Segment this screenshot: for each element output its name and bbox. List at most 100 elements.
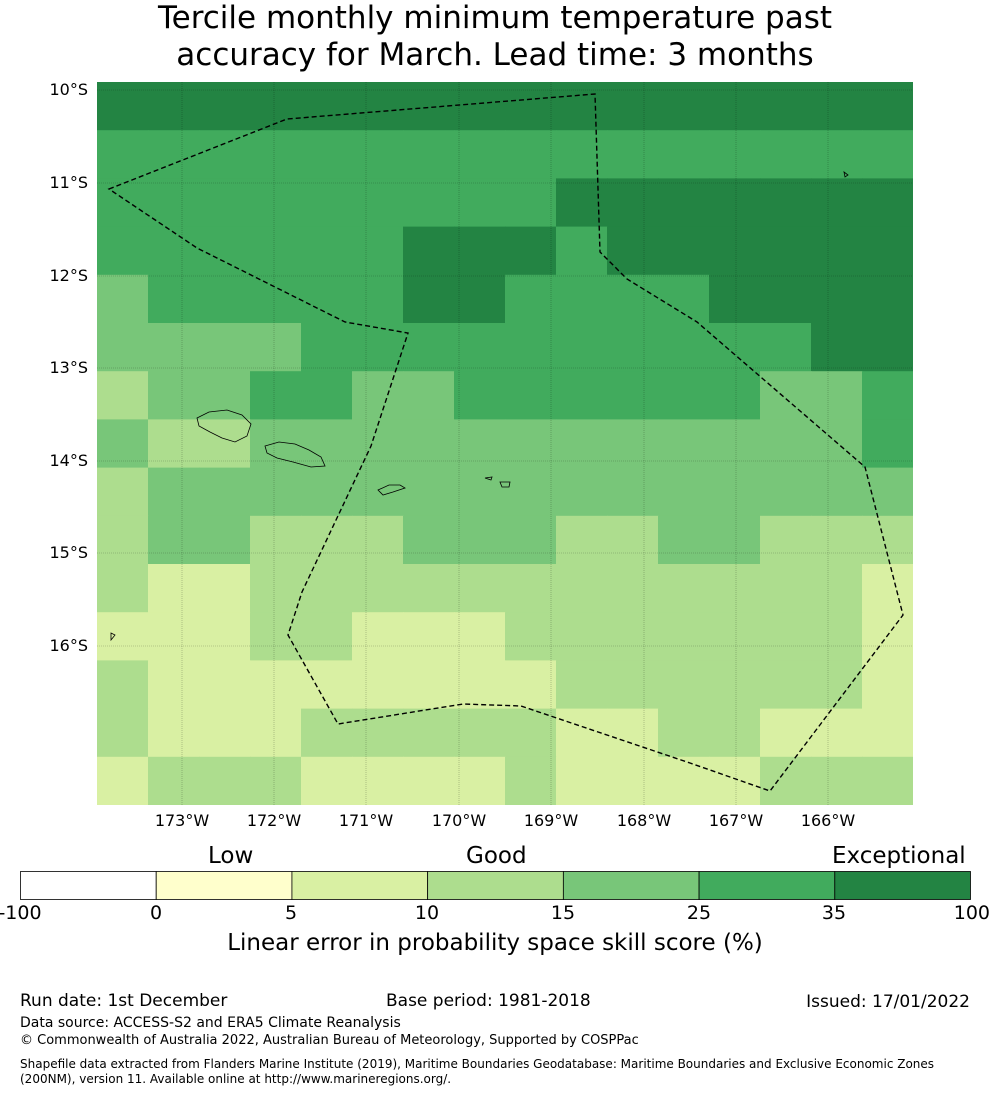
grid-cell (148, 467, 200, 517)
grid-cell (199, 564, 251, 613)
grid-cell (709, 274, 761, 324)
grid-cell (862, 708, 913, 758)
grid-cell (454, 82, 506, 131)
skill-grid-cells (97, 82, 913, 805)
grid-cell (862, 660, 913, 710)
grid-cell (658, 226, 710, 276)
grid-cell (352, 178, 404, 228)
grid-cell (709, 323, 761, 372)
grid-cell (556, 756, 608, 805)
grid-cell (301, 612, 353, 661)
grid-cell (658, 564, 710, 613)
grid-cell (505, 708, 557, 758)
grid-cell (505, 612, 557, 661)
grid-cell (301, 82, 353, 131)
grid-cell (556, 130, 608, 179)
grid-cell (250, 130, 302, 179)
grid-cell (97, 660, 149, 710)
grid-cell (250, 708, 302, 758)
grid-cell (97, 371, 149, 420)
grid-cell (709, 660, 761, 710)
grid-cell (862, 467, 913, 517)
grid-cell (811, 660, 863, 710)
lon-label: 173°W (154, 811, 210, 830)
colorbar-segment (20, 871, 157, 900)
grid-cell (403, 660, 455, 710)
grid-cell (148, 612, 200, 661)
grid-cell (250, 178, 302, 228)
title-line-1: Tercile monthly minimum temperature past (157, 0, 833, 36)
grid-cell (97, 130, 149, 179)
grid-cell (403, 226, 455, 276)
tutuila-island (377, 484, 406, 496)
grid-cell (403, 323, 455, 372)
grid-cell (607, 82, 659, 131)
shapefile-credit-line-2: (200NM), version 11. Available online at… (20, 1072, 452, 1086)
grid-cell (505, 323, 557, 372)
grid-cell (556, 564, 608, 613)
grid-cell (811, 756, 863, 805)
grid-cell (148, 660, 200, 710)
grid-cell (301, 178, 353, 228)
grid-cell (811, 564, 863, 613)
grid-cell (97, 323, 149, 372)
grid-cell (709, 419, 761, 469)
copyright: © Commonwealth of Australia 2022, Austra… (20, 1033, 639, 1048)
grid-cell (403, 130, 455, 179)
grid-cell (607, 371, 659, 420)
grid-cell (862, 226, 913, 276)
grid-cell (250, 226, 302, 276)
grid-cell (454, 467, 506, 517)
grid-cell (352, 371, 404, 420)
lon-label: 172°W (246, 811, 302, 830)
grid-cell (607, 323, 659, 372)
grid-cell (199, 756, 251, 805)
grid-cell (199, 178, 251, 228)
grid-cell (199, 612, 251, 661)
grid-cell (658, 660, 710, 710)
grid-cell (658, 756, 710, 805)
grid-cell (505, 274, 557, 324)
run-date: Run date: 1st December (20, 991, 228, 1011)
grid-cell (199, 660, 251, 710)
grid-cell (199, 467, 251, 517)
grid-cell (556, 515, 608, 565)
colorbar-tick: 100 (953, 902, 990, 924)
grid-cell (760, 756, 812, 805)
colorbar-segment (698, 871, 836, 900)
grid-cell (199, 130, 251, 179)
lon-label: 169°W (523, 811, 579, 830)
grid-cell (301, 756, 353, 805)
ofu-olosega-island (484, 476, 493, 481)
grid-cell (403, 82, 455, 131)
grid-cell (658, 130, 710, 179)
grid-cell (199, 323, 251, 372)
grid-cell (658, 323, 710, 372)
grid-cell (556, 323, 608, 372)
grid-cell (760, 82, 812, 131)
grid-cell (709, 371, 761, 420)
issued-date: Issued: 17/01/2022 (806, 992, 970, 1012)
grid-cell (301, 564, 353, 613)
colorbar-segment (562, 871, 700, 900)
grid-cell (148, 371, 200, 420)
grid-cell (250, 371, 302, 420)
data-source: Data source: ACCESS-S2 and ERA5 Climate … (20, 1015, 401, 1031)
grid-cell (607, 226, 659, 276)
lon-label: 171°W (338, 811, 394, 830)
grid-cell (454, 178, 506, 228)
grid-cell (607, 419, 659, 469)
grid-cell (607, 467, 659, 517)
grid-cell (148, 708, 200, 758)
grid-cell (658, 178, 710, 228)
grid-cell (352, 515, 404, 565)
grid-cell (454, 274, 506, 324)
lat-label: 10°S (49, 80, 88, 99)
grid-cell (148, 564, 200, 613)
grid-cell (709, 226, 761, 276)
grid-cell (658, 612, 710, 661)
grid-cell (352, 274, 404, 324)
grid-cell (301, 467, 353, 517)
grid-cell (301, 226, 353, 276)
lon-label: 167°W (708, 811, 764, 830)
